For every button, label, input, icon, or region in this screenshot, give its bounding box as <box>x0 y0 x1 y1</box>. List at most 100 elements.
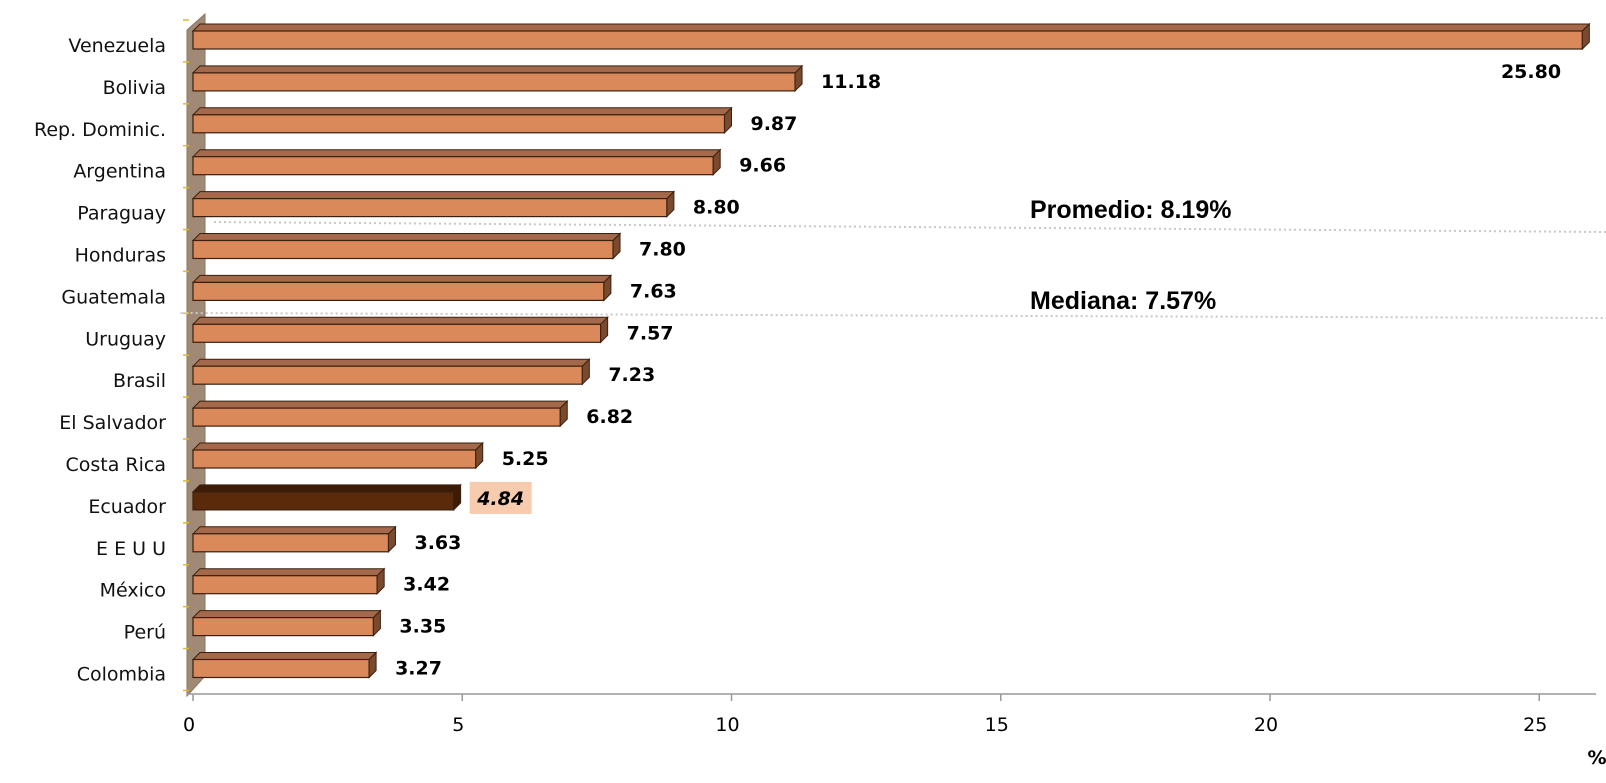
category-label: Brasil <box>113 370 166 392</box>
bar-end-face <box>372 609 381 637</box>
bar-end-face <box>712 148 721 176</box>
value-label: 8.80 <box>693 197 740 219</box>
bar <box>191 64 804 93</box>
bar-front-face <box>192 72 796 92</box>
value-label: 3.63 <box>414 532 461 554</box>
category-label: Ecuador <box>88 496 166 518</box>
bar <box>191 483 462 512</box>
category-label: Uruguay <box>85 328 166 350</box>
bar-top-face <box>191 107 733 116</box>
bar <box>191 441 484 470</box>
bar-front-face <box>192 407 561 427</box>
bar-front-face <box>192 114 726 134</box>
bar-top-face <box>191 233 622 241</box>
bars <box>191 22 1591 679</box>
bar-front-face <box>192 449 477 469</box>
bar <box>191 106 733 135</box>
x-tick-label: 25 <box>1523 714 1547 736</box>
value-label: 4.84 <box>476 488 524 510</box>
bar-top-face <box>191 610 382 619</box>
value-label: 11.18 <box>821 71 881 93</box>
bar-end-face <box>376 567 385 595</box>
bar-top-face <box>191 358 591 367</box>
bar-front-face <box>192 533 390 553</box>
bar-top-face <box>191 191 676 200</box>
x-axis: 0 5 10 15 20 25 <box>183 693 1596 736</box>
reference-label: Promedio: 8.19% <box>1030 196 1231 224</box>
bar <box>191 651 378 679</box>
category-label: Bolivia <box>103 77 166 99</box>
bar-end-face <box>600 316 609 344</box>
category-label: Paraguay <box>77 203 166 225</box>
bar-end-face <box>368 651 377 679</box>
bar-end-face <box>581 357 590 386</box>
bar-top-face <box>191 484 462 493</box>
category-label: E E U U <box>96 538 166 560</box>
bar-front-face <box>192 658 370 679</box>
bar-end-face <box>1581 22 1590 51</box>
bar-front-face <box>192 491 455 511</box>
value-label: 7.63 <box>630 280 677 302</box>
bar-front-face <box>192 239 614 260</box>
bar <box>191 567 386 595</box>
value-label: 5.25 <box>502 448 549 470</box>
value-label: 25.80 <box>1501 61 1561 83</box>
value-label: 9.87 <box>750 113 797 135</box>
category-label: Guatemala <box>61 286 166 308</box>
x-tick-label: 0 <box>183 714 195 736</box>
bar-end-face <box>666 190 675 218</box>
bar-front-face <box>192 365 583 385</box>
value-labels: 25.80 11.18 9.87 9.66 8.80 7.80 7.63 7.57 7.23 6.… <box>395 61 1561 680</box>
bar-end-face <box>612 232 621 260</box>
x-tick-label: 10 <box>715 714 739 736</box>
bar-end-face <box>559 399 568 428</box>
value-label: 3.27 <box>395 658 442 680</box>
bar-end-face <box>794 64 803 93</box>
bar <box>191 190 676 218</box>
reference-label: Mediana: 7.57% <box>1030 287 1216 315</box>
bar <box>191 274 613 302</box>
bar-top-face <box>191 652 378 660</box>
category-label: El Salvador <box>59 412 166 434</box>
value-label: 9.66 <box>739 155 786 177</box>
bar-top-face <box>191 23 1591 32</box>
category-label: Costa Rica <box>66 454 167 476</box>
bar <box>191 316 609 344</box>
bar <box>191 357 591 386</box>
x-tick-label: 20 <box>1254 714 1278 736</box>
bar <box>191 148 722 176</box>
value-label: 7.57 <box>627 322 674 344</box>
bar-top-face <box>191 149 722 158</box>
bar <box>191 232 622 260</box>
bar-end-face <box>475 441 484 470</box>
reference-line <box>214 221 1606 233</box>
category-label: Honduras <box>75 245 166 267</box>
bar-front-face <box>192 281 605 301</box>
category-label: Venezuela <box>68 35 166 57</box>
value-label: 3.42 <box>403 574 450 596</box>
value-label: 6.82 <box>586 406 633 428</box>
bar-front-face <box>192 575 378 595</box>
category-label: Rep. Dominic. <box>34 119 166 141</box>
bar <box>191 525 397 554</box>
bar-top-face <box>191 526 397 535</box>
value-label: 3.35 <box>399 616 446 638</box>
category-label: Colombia <box>77 664 166 686</box>
category-label: Perú <box>124 622 166 644</box>
highlight-label-box <box>469 481 532 514</box>
reference-lines: Promedio: 8.19% Mediana: 7.57% <box>180 196 1606 319</box>
bar-end-face <box>723 106 732 135</box>
bar-front-face <box>192 616 374 637</box>
bar-top-face <box>191 274 613 283</box>
bar-end-face <box>603 274 612 302</box>
bar-end-face <box>453 483 462 512</box>
value-label: 7.23 <box>608 364 655 386</box>
bar <box>191 22 1591 51</box>
x-tick-label: 5 <box>452 714 464 736</box>
bar-top-face <box>191 316 609 325</box>
bar <box>191 399 569 428</box>
x-axis-title: % <box>1587 747 1606 769</box>
category-labels: Venezuela Bolivia Rep. Dominic. Argentina Pa… <box>34 35 166 686</box>
bar-front-face <box>192 323 602 343</box>
